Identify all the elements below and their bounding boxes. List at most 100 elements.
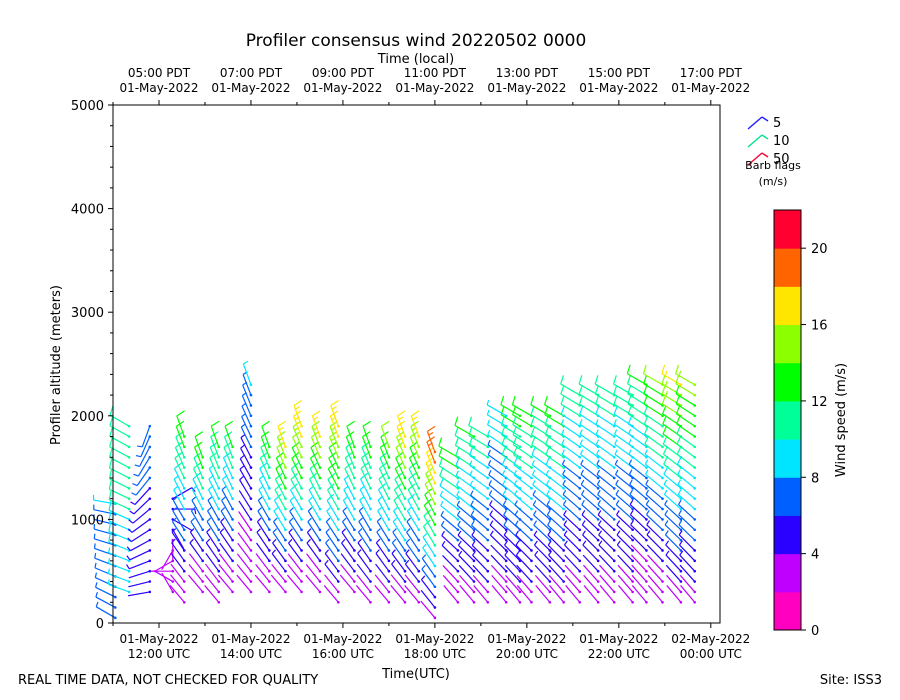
barb-staff xyxy=(504,554,521,572)
barb-staff xyxy=(275,457,286,479)
barb-base xyxy=(693,507,697,511)
barb-half-flag xyxy=(220,517,225,523)
wind-barb xyxy=(421,554,437,578)
barb-staff xyxy=(173,478,185,499)
barb-base xyxy=(148,590,152,594)
barb-half-flag xyxy=(579,419,583,425)
barb-base xyxy=(596,507,600,511)
barb-staff xyxy=(544,424,564,438)
barb-staff xyxy=(404,585,420,603)
barb-base xyxy=(353,590,356,594)
barb-base xyxy=(578,507,582,511)
barb-base xyxy=(231,466,234,469)
barb-half-flag xyxy=(489,510,494,516)
wind-barb xyxy=(325,538,340,563)
barb-half-flag xyxy=(137,445,143,448)
legend-entry-label: 5 xyxy=(773,116,781,131)
wind-barb xyxy=(581,489,600,511)
barb-staff xyxy=(630,534,647,551)
wind-barb xyxy=(375,538,391,563)
barb-base xyxy=(433,585,437,589)
wind-barb xyxy=(563,520,582,542)
barb-half-flag xyxy=(561,439,565,445)
wind-barb xyxy=(532,500,552,521)
colorbar-segment xyxy=(774,515,801,555)
barb-base xyxy=(387,455,391,459)
barb-staff xyxy=(595,403,615,417)
barb-base xyxy=(596,528,600,532)
wind-barb xyxy=(169,585,186,604)
barb-staff xyxy=(141,425,151,448)
barb-staff xyxy=(273,521,286,541)
wind-barb xyxy=(441,530,460,552)
barb-base xyxy=(353,497,356,500)
barb-staff xyxy=(394,478,406,499)
barb-base xyxy=(284,580,287,583)
wind-barb xyxy=(545,480,565,500)
wind-barb xyxy=(339,574,356,594)
barb-staff xyxy=(255,563,270,582)
barb-half-flag xyxy=(488,480,492,486)
barb-full-flag xyxy=(643,415,649,425)
barb-half-flag xyxy=(563,540,568,546)
x-bottom-tick-label: 01-May-2022 xyxy=(119,632,198,646)
barb-staff xyxy=(242,374,252,396)
barb-base xyxy=(318,455,322,459)
chart-title: Profiler consensus wind 20220502 0000 xyxy=(246,31,587,51)
barb-base xyxy=(456,528,460,532)
barb-full-flag xyxy=(578,375,583,385)
wind-barb xyxy=(560,405,582,428)
barb-staff xyxy=(678,524,696,541)
barb-staff xyxy=(393,510,406,531)
wind-barb xyxy=(128,580,152,588)
barb-half-flag xyxy=(391,538,397,544)
wind-barb xyxy=(205,553,221,573)
barb-staff xyxy=(613,383,633,396)
barb-staff xyxy=(242,363,252,385)
barb-full-flag xyxy=(423,519,431,527)
barb-base xyxy=(284,445,287,449)
barb-staff xyxy=(340,563,355,582)
barb-staff xyxy=(560,393,581,406)
barb-base xyxy=(679,538,683,542)
x-bottom-tick-label: 01-May-2022 xyxy=(579,632,658,646)
wind-barb xyxy=(341,538,356,563)
barb-base xyxy=(369,487,372,490)
barb-staff xyxy=(486,404,507,417)
barb-half-flag xyxy=(456,510,461,516)
barb-half-flag xyxy=(406,528,411,533)
barb-staff xyxy=(666,574,682,593)
barb-base xyxy=(530,580,533,583)
barb-staff xyxy=(170,563,185,582)
barb-half-flag xyxy=(597,510,602,516)
barb-staff xyxy=(208,478,220,499)
wind-barb xyxy=(534,564,552,583)
barb-base xyxy=(596,590,600,594)
barb-staff xyxy=(341,521,355,541)
x-top-tick-label: 09:00 PDT xyxy=(312,66,375,80)
barb-staff xyxy=(194,446,204,468)
colorbar-segment xyxy=(774,362,801,402)
wind-barb xyxy=(563,530,582,552)
wind-barb xyxy=(647,574,664,594)
barb-base xyxy=(268,528,271,532)
wind-barb xyxy=(324,559,340,583)
barb-staff xyxy=(676,443,696,458)
x-top-tick-label: 01-May-2022 xyxy=(671,81,750,95)
barb-base xyxy=(249,466,253,469)
barb-staff xyxy=(458,554,475,572)
barb-base xyxy=(249,424,253,428)
barb-staff xyxy=(420,589,436,608)
barb-base xyxy=(612,518,616,521)
barb-half-flag xyxy=(546,490,550,496)
barb-half-flag xyxy=(95,582,98,588)
wind-barb xyxy=(645,489,664,511)
wind-barb xyxy=(616,510,634,532)
barb-half-flag xyxy=(546,510,551,516)
barb-staff xyxy=(221,500,234,520)
wind-barb xyxy=(191,496,204,521)
wind-barb xyxy=(679,574,697,594)
barb-full-flag xyxy=(500,395,505,405)
barb-half-flag xyxy=(515,540,520,546)
